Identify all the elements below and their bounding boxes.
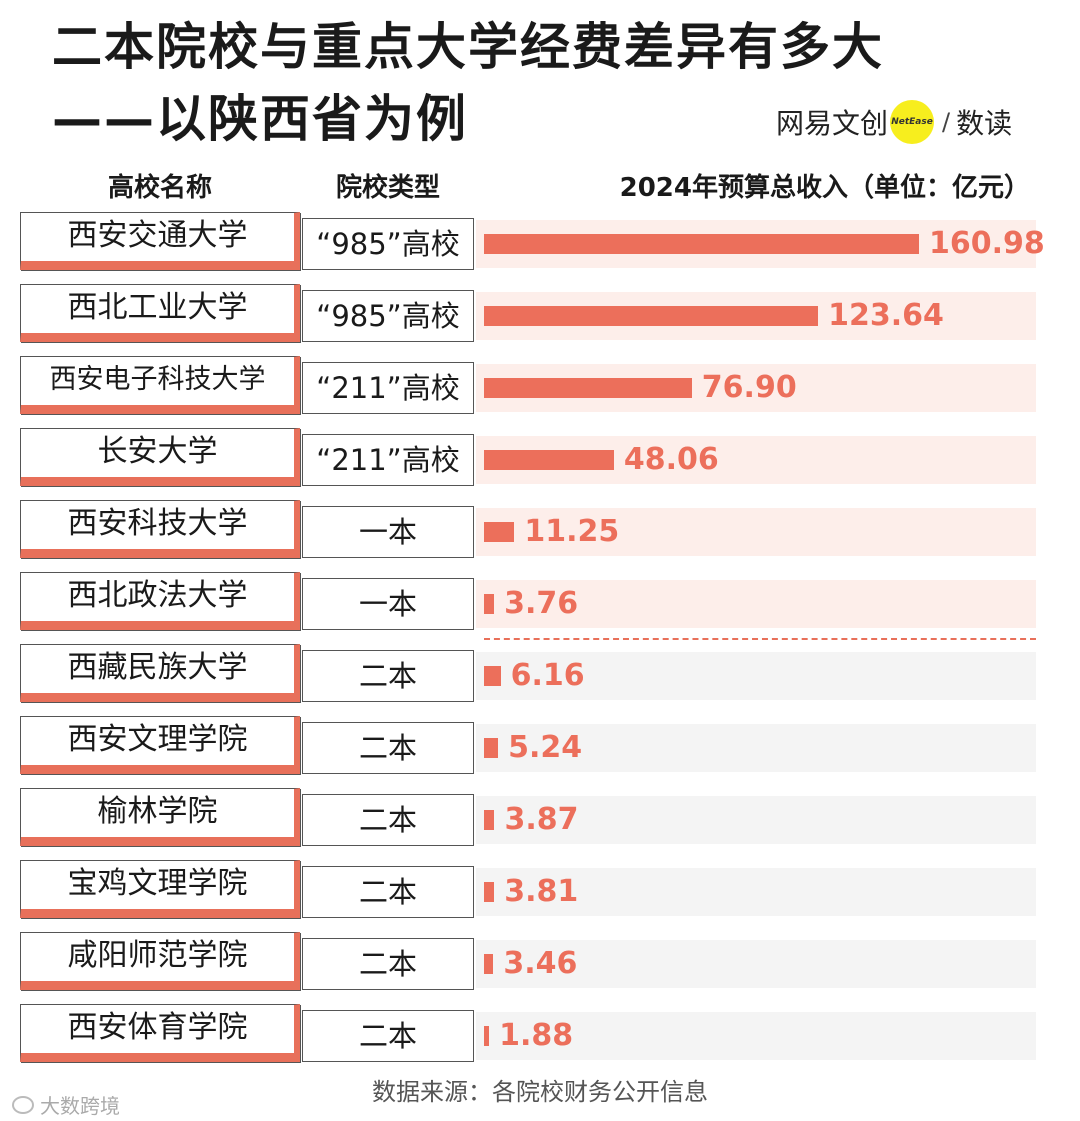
watermark: 大数跨境 [12, 1090, 120, 1119]
brand-logo: 网易文创 NetEase / 数读 [776, 100, 1012, 144]
row-background [476, 796, 1036, 844]
bar [484, 450, 614, 470]
bar-value-label: 5.24 [508, 730, 583, 765]
university-type: “211”高校 [302, 434, 474, 486]
university-type: 二本 [302, 722, 474, 774]
bar-value-label: 3.81 [504, 874, 579, 909]
bar [484, 666, 501, 686]
brand-suffix: 数读 [956, 107, 1013, 140]
row-background [476, 580, 1036, 628]
table-row: 榆林学院 二本 3.87 [0, 788, 1080, 846]
university-name: 西北政法大学 [20, 572, 300, 630]
university-name: 宝鸡文理学院 [20, 860, 300, 918]
bar [484, 234, 919, 254]
bar-value-label: 76.90 [701, 370, 797, 405]
bar [484, 810, 495, 830]
university-name: 西安电子科技大学 [20, 356, 300, 414]
brand-slash: / [942, 108, 951, 136]
university-type: 一本 [302, 506, 474, 558]
netease-logo-icon: NetEase [890, 100, 935, 144]
bar-value-label: 3.76 [504, 586, 579, 621]
university-name: 西安体育学院 [20, 1004, 300, 1062]
table-row: 西安交通大学 “985”高校 160.98 [0, 212, 1080, 270]
row-background [476, 508, 1036, 556]
bar-value-label: 3.46 [503, 946, 578, 981]
page-title: 二本院校与重点大学经费差异有多大 [52, 18, 884, 76]
bar-value-label: 160.98 [929, 226, 1045, 261]
brand-name: 网易文创 [776, 107, 889, 140]
table-row: 西安体育学院 二本 1.88 [0, 1004, 1080, 1062]
column-header-name: 高校名称 [107, 173, 212, 203]
university-type: 一本 [302, 578, 474, 630]
table-row: 西安文理学院 二本 5.24 [0, 716, 1080, 774]
university-type: 二本 [302, 1010, 474, 1062]
bar-value-label: 3.87 [504, 802, 579, 837]
university-type: “985”高校 [302, 218, 474, 270]
bar-value-label: 48.06 [623, 442, 719, 477]
bar [484, 594, 495, 614]
bar-value-label: 6.16 [510, 658, 585, 693]
bar [484, 378, 692, 398]
row-background [476, 868, 1036, 916]
column-header-type: 院校类型 [335, 173, 440, 203]
university-type: “211”高校 [302, 362, 474, 414]
table-row: 西安电子科技大学 “211”高校 76.90 [0, 356, 1080, 414]
watermark-icon [12, 1095, 34, 1114]
university-type: “985”高校 [302, 290, 474, 342]
university-name: 榆林学院 [20, 788, 300, 846]
group-divider [484, 638, 1036, 640]
data-source: 数据来源：各院校财务公开信息 [372, 1078, 708, 1106]
row-background [476, 940, 1036, 988]
university-name: 西安文理学院 [20, 716, 300, 774]
bar [484, 522, 515, 542]
university-type: 二本 [302, 938, 474, 990]
bar [484, 738, 499, 758]
university-name: 西安交通大学 [20, 212, 300, 270]
bar-value-label: 123.64 [828, 298, 944, 333]
page-subtitle: ——以陕西省为例 [52, 90, 468, 148]
university-name: 咸阳师范学院 [20, 932, 300, 990]
row-background [476, 652, 1036, 700]
bar [484, 882, 495, 902]
row-background [476, 1012, 1036, 1060]
university-type: 二本 [302, 866, 474, 918]
university-name: 长安大学 [20, 428, 300, 486]
column-header-value: 2024年预算总收入（单位：亿元） [619, 173, 1030, 203]
table-row: 西安科技大学 一本 11.25 [0, 500, 1080, 558]
table-row: 西藏民族大学 二本 6.16 [0, 644, 1080, 702]
table-row: 咸阳师范学院 二本 3.46 [0, 932, 1080, 990]
table-row: 西北政法大学 一本 3.76 [0, 572, 1080, 630]
bar-value-label: 11.25 [524, 514, 620, 549]
table-row: 宝鸡文理学院 二本 3.81 [0, 860, 1080, 918]
university-type: 二本 [302, 794, 474, 846]
row-background [476, 724, 1036, 772]
table-row: 长安大学 “211”高校 48.06 [0, 428, 1080, 486]
university-type: 二本 [302, 650, 474, 702]
bar [484, 1026, 490, 1046]
bar-value-label: 1.88 [499, 1018, 574, 1053]
bar [484, 954, 494, 974]
bar [484, 306, 819, 326]
university-name: 西安科技大学 [20, 500, 300, 558]
university-name: 西藏民族大学 [20, 644, 300, 702]
table-row: 西北工业大学 “985”高校 123.64 [0, 284, 1080, 342]
university-name: 西北工业大学 [20, 284, 300, 342]
watermark-text: 大数跨境 [40, 1094, 120, 1118]
